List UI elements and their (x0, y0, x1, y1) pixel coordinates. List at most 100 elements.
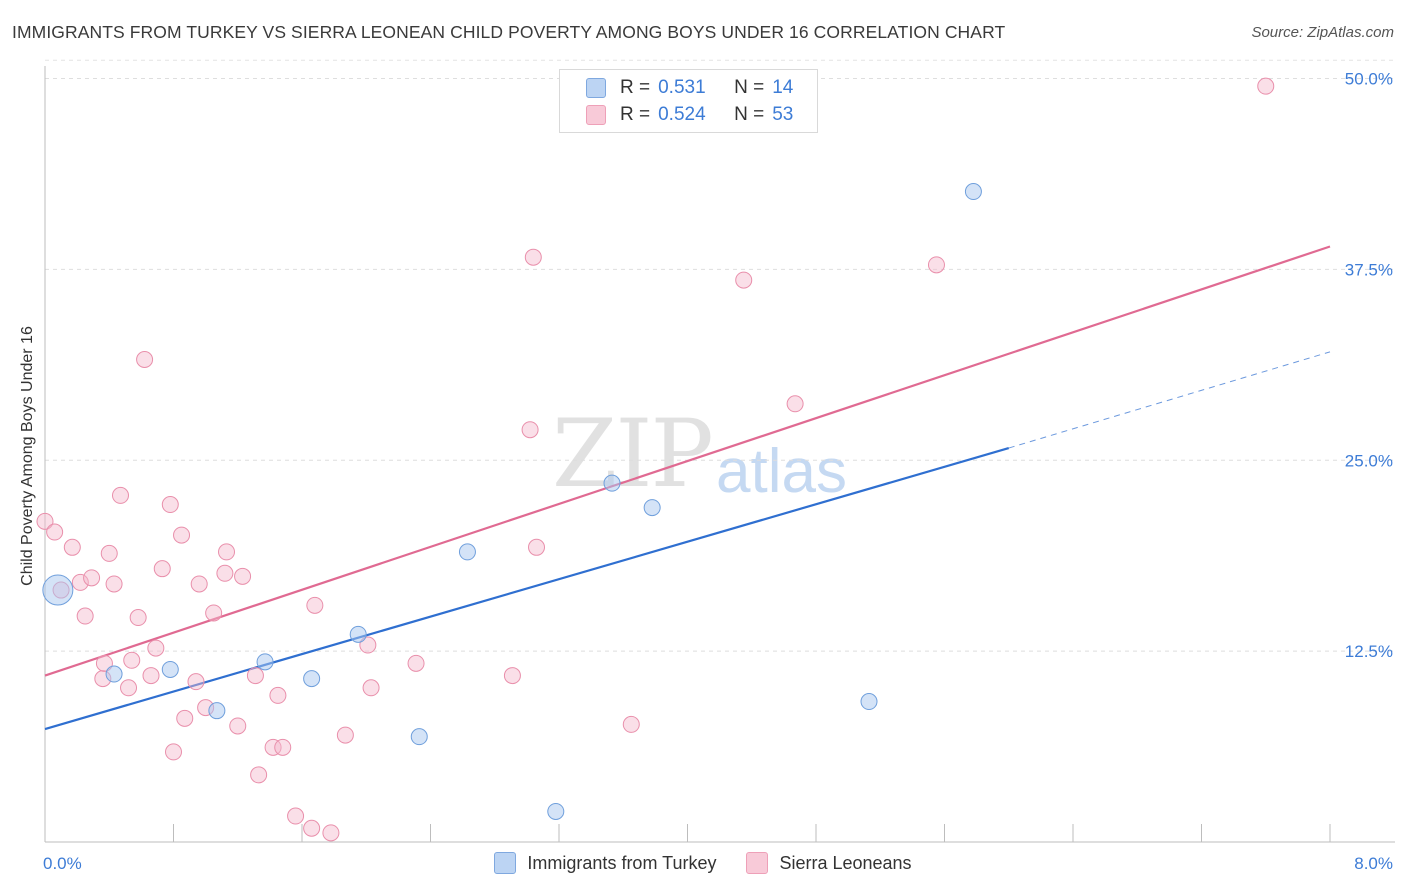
point-turkey (603, 474, 621, 492)
point-sierra (105, 575, 123, 593)
legend-r-label: R = (620, 77, 651, 98)
point-sierra (524, 248, 542, 266)
point-sierra (153, 560, 171, 578)
point-sierra (269, 686, 287, 704)
point-sierra (303, 819, 321, 837)
legend-item-turkey: Immigrants from Turkey (494, 852, 716, 874)
data-points (36, 77, 1275, 842)
tick-labels: 12.5% 25.0% 37.5% 50.0% 0.0% 8.0% (43, 70, 1393, 873)
point-sierra (111, 486, 129, 504)
point-sierra (83, 569, 101, 587)
point-sierra (528, 538, 546, 556)
point-sierra (927, 256, 945, 274)
point-sierra (264, 738, 282, 756)
point-sierra (336, 726, 354, 744)
point-sierra (142, 667, 160, 685)
point-sierra (246, 667, 264, 685)
grid-lines (45, 59, 1395, 652)
point-sierra (362, 679, 380, 697)
point-sierra (786, 395, 804, 413)
point-sierra (503, 667, 521, 685)
trend-line-turkey (44, 446, 1010, 731)
point-turkey (860, 693, 878, 711)
point-sierra (1257, 77, 1275, 95)
legend-n-value: 53 (772, 104, 794, 125)
watermark-atlas: atlas (716, 437, 847, 506)
point-sierra (147, 639, 165, 657)
point-sierra (95, 654, 113, 672)
trend-line-sierra (44, 245, 1331, 677)
trend-lines (44, 245, 1331, 731)
y-tick-label: 25.0% (1345, 451, 1393, 470)
point-sierra (100, 544, 118, 562)
point-sierra (306, 596, 324, 614)
point-sierra (129, 609, 147, 627)
legend-r-value: 0.531 (658, 77, 706, 98)
y-tick-label: 50.0% (1345, 70, 1393, 89)
series-legend: Immigrants from Turkey Sierra Leoneans (0, 852, 1406, 874)
source-label: Source: ZipAtlas.com (1251, 24, 1394, 41)
point-sierra (176, 709, 194, 727)
legend-swatch-blue (586, 78, 606, 98)
y-axis-label: Child Poverty Among Boys Under 16 (19, 326, 36, 586)
point-sierra (76, 607, 94, 625)
point-sierra (229, 717, 247, 735)
point-sierra (407, 654, 425, 672)
point-turkey (303, 670, 321, 688)
point-sierra (287, 807, 305, 825)
point-sierra (46, 523, 64, 541)
point-sierra (359, 636, 377, 654)
point-sierra (622, 715, 640, 733)
legend-item-sierra: Sierra Leoneans (746, 852, 912, 874)
point-turkey (964, 183, 982, 201)
x-tick-label: 0.0% (43, 854, 82, 873)
legend-n-value: 14 (772, 77, 794, 98)
point-sierra (216, 564, 234, 582)
point-sierra (218, 543, 236, 561)
legend-row-sierra: R = 0.524 N = 53 (586, 103, 793, 127)
point-sierra (36, 512, 54, 530)
point-sierra (274, 738, 292, 756)
point-turkey (105, 665, 123, 683)
chart-title: IMMIGRANTS FROM TURKEY VS SIERRA LEONEAN… (12, 22, 1006, 42)
legend-swatch-blue (494, 852, 517, 874)
point-turkey (547, 802, 565, 820)
legend-swatch-pink (586, 105, 606, 125)
point-sierra (71, 573, 89, 591)
point-sierra (187, 673, 205, 691)
y-tick-label: 37.5% (1345, 260, 1393, 279)
point-turkey (161, 660, 179, 678)
point-sierra (173, 526, 191, 544)
point-sierra (165, 743, 182, 761)
point-sierra (322, 824, 340, 842)
point-sierra (161, 496, 179, 514)
trend-extension-turkey (1008, 351, 1331, 449)
legend-n-label: N = (734, 104, 765, 125)
legend-r-label: R = (620, 104, 651, 125)
point-sierra (521, 421, 539, 439)
y-tick-label: 12.5% (1345, 642, 1393, 661)
legend-label-sierra: Sierra Leoneans (779, 852, 912, 873)
legend-swatch-pink (746, 852, 769, 874)
legend-n-label: N = (734, 77, 765, 98)
point-sierra (234, 567, 252, 585)
point-turkey (458, 543, 476, 561)
point-sierra (120, 679, 138, 697)
point-turkey (256, 653, 274, 671)
point-sierra (63, 538, 81, 556)
point-sierra (205, 604, 223, 622)
point-sierra (250, 766, 268, 784)
point-sierra (123, 651, 141, 669)
axes (44, 66, 1395, 843)
point-turkey (349, 625, 367, 643)
legend-label-turkey: Immigrants from Turkey (527, 852, 717, 873)
point-turkey (643, 499, 661, 517)
x-tick-label: 8.0% (1354, 854, 1393, 873)
point-turkey (42, 574, 74, 606)
point-sierra (190, 575, 208, 593)
point-turkey (410, 728, 428, 746)
stats-legend: R = 0.531 N = 14 R = 0.524 N = 53 (559, 69, 818, 133)
watermark-zip: ZIP (552, 400, 714, 509)
point-sierra (735, 271, 753, 289)
